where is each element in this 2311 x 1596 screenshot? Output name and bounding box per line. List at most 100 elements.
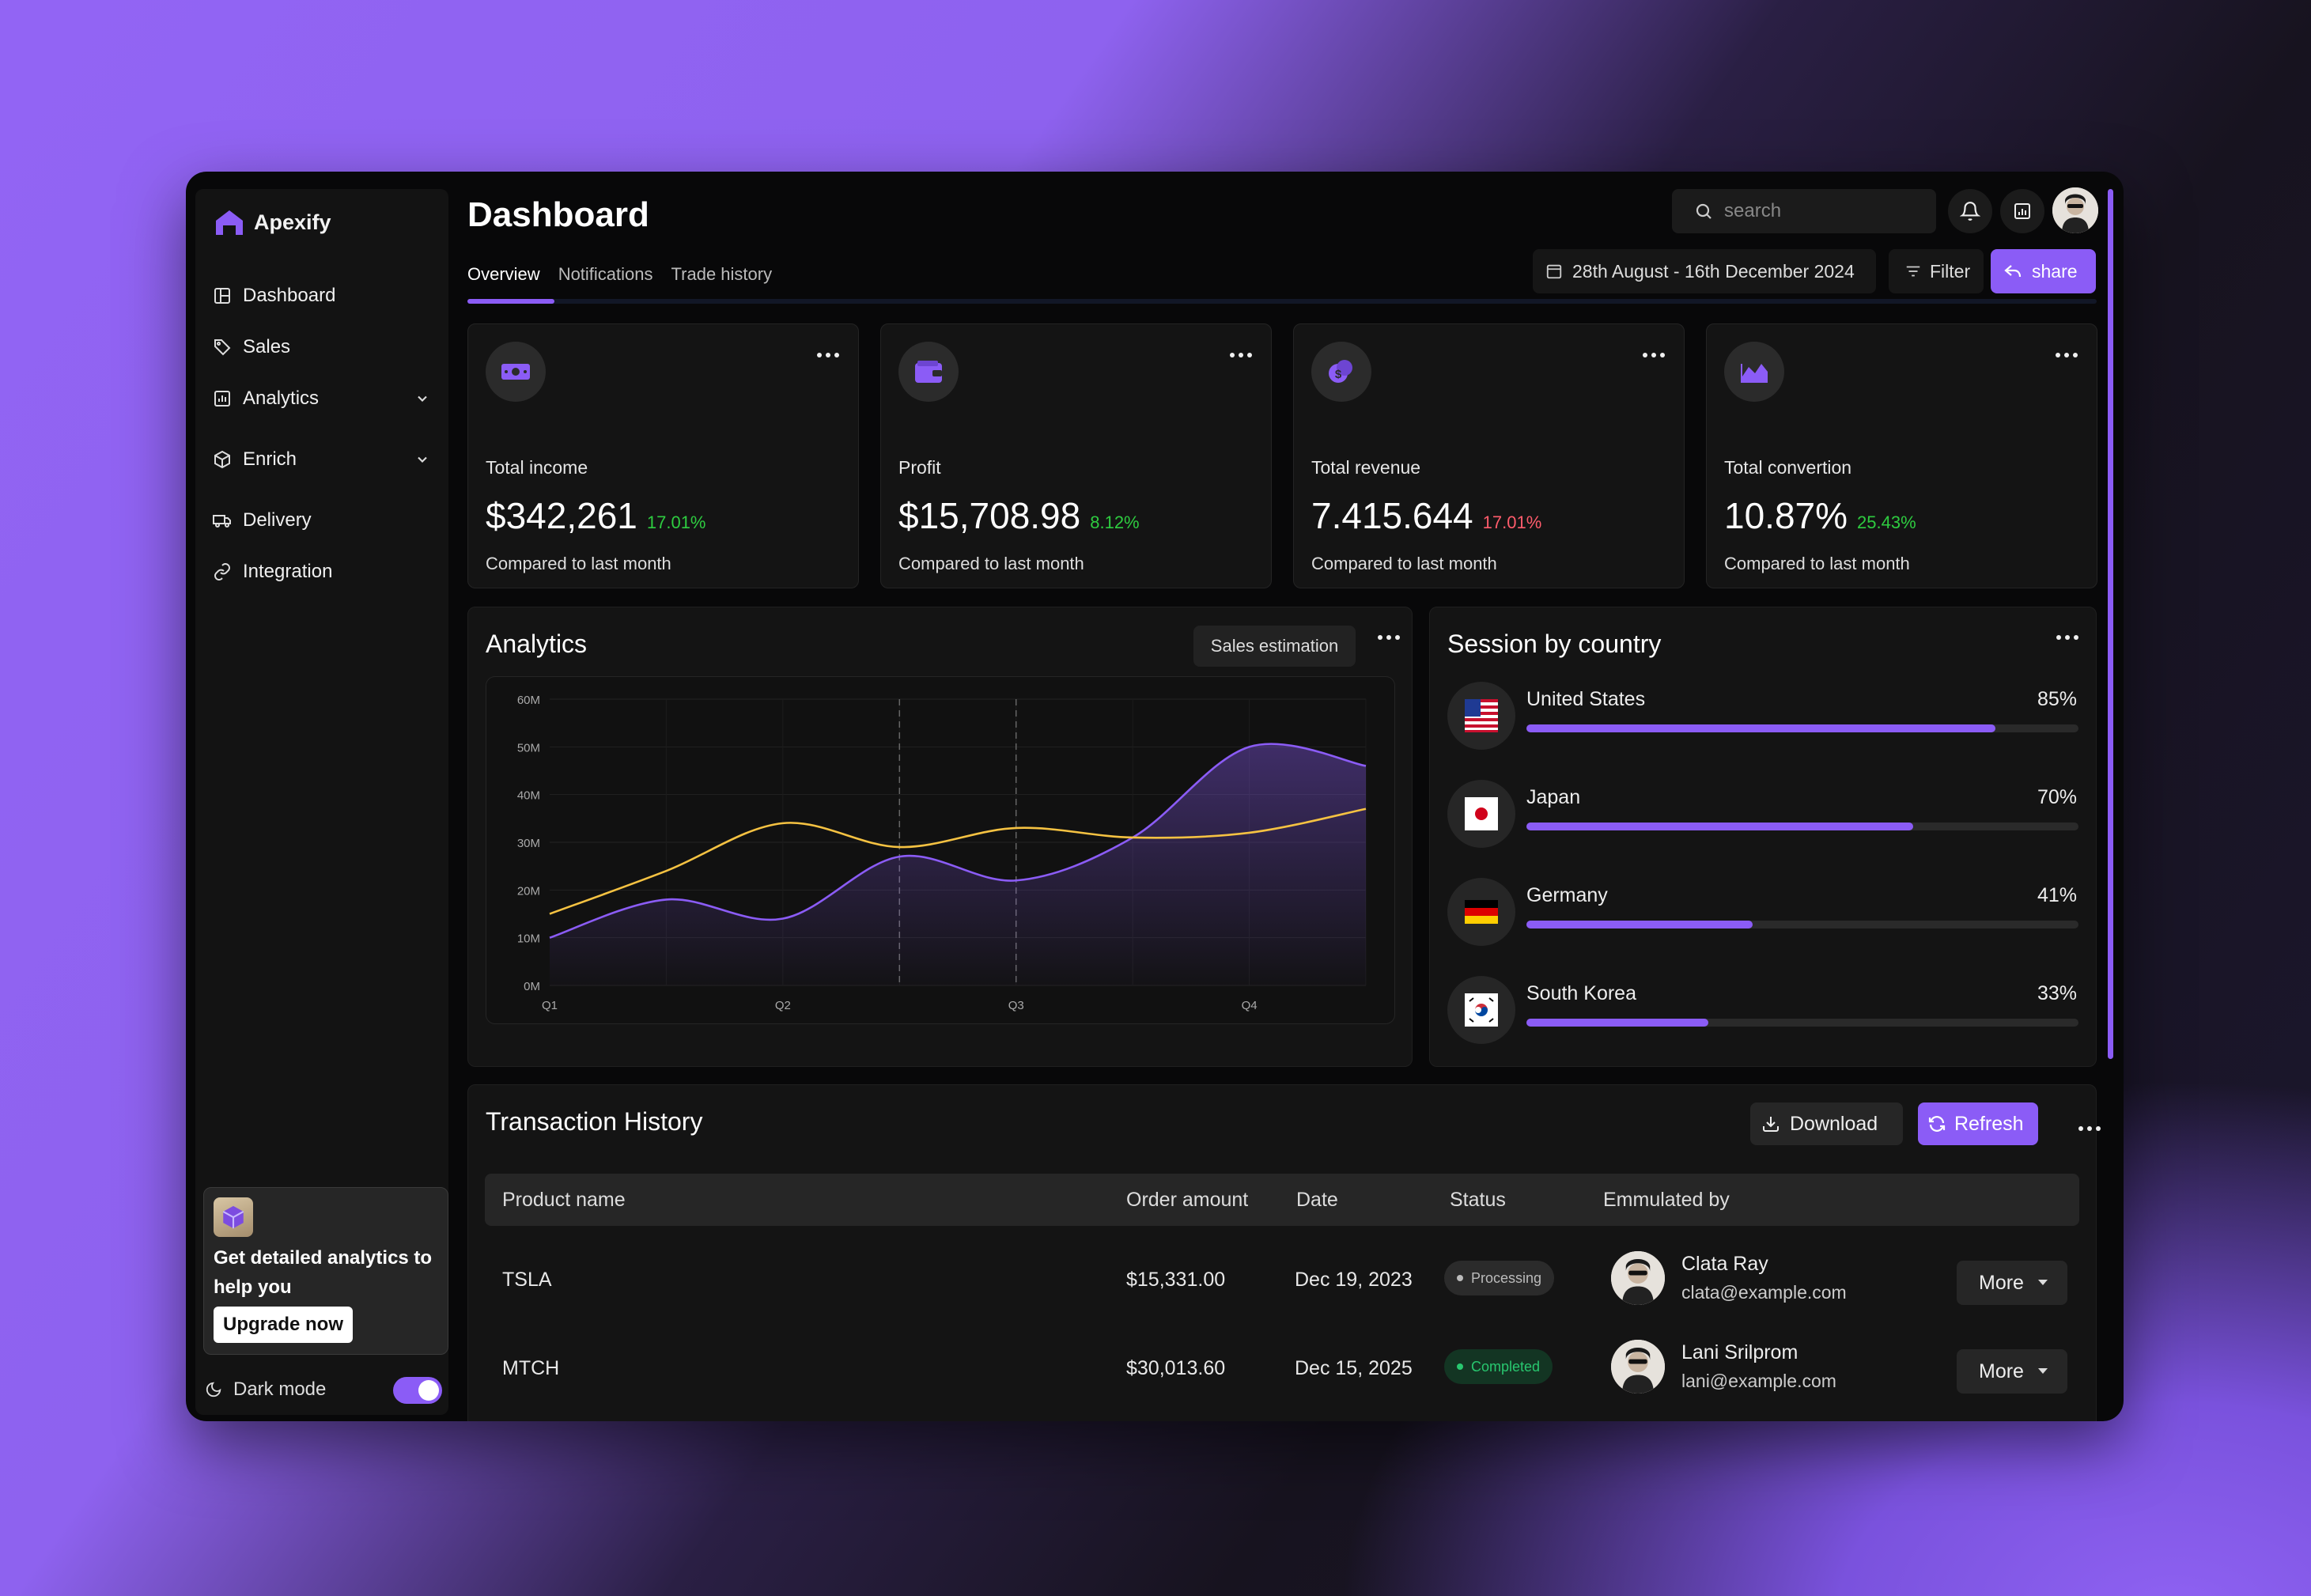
app-window: Apexify Dashboard Sales Analytics Enrich…	[186, 172, 2124, 1421]
truck-icon	[213, 514, 231, 528]
app-logo[interactable]: Apexify	[213, 206, 331, 238]
share-label: share	[2032, 260, 2078, 282]
sidebar-item-integration[interactable]: Integration	[213, 546, 438, 597]
area-chart-icon	[1724, 342, 1784, 402]
table-row[interactable]: MTCH $30,013.60 Dec 15, 2025 Completed L…	[485, 1327, 2079, 1406]
country-percent: 85%	[2037, 688, 2077, 710]
scrollbar[interactable]	[2108, 189, 2113, 1059]
order-amount: $15,331.00	[1126, 1269, 1226, 1291]
y-tick-label: 50M	[517, 741, 540, 755]
more-button[interactable]: More	[1957, 1349, 2067, 1394]
sidebar-item-dashboard[interactable]: Dashboard	[213, 270, 438, 321]
session-panel: Session by country United States 85% Jap…	[1429, 607, 2097, 1067]
sidebar-item-enrich[interactable]: Enrich	[213, 433, 438, 485]
date-range-button[interactable]: 28th August - 16th December 2024	[1533, 249, 1876, 293]
more-options-icon[interactable]	[2056, 635, 2078, 640]
column-header[interactable]: Status	[1450, 1189, 1506, 1211]
app-name: Apexify	[254, 210, 331, 234]
reports-button[interactable]	[2000, 189, 2044, 233]
y-tick-label: 20M	[517, 884, 540, 898]
yellow-series-line	[549, 807, 1367, 915]
card-change: 17.01%	[646, 512, 706, 532]
sidebar-item-label: Delivery	[243, 509, 312, 531]
card-label: Total revenue	[1311, 457, 1421, 478]
sidebar-item-delivery[interactable]: Delivery	[213, 494, 438, 546]
sales-estimation-button[interactable]: Sales estimation	[1193, 626, 1356, 667]
more-options-icon[interactable]	[2078, 1126, 2101, 1131]
column-header[interactable]: Order amount	[1126, 1189, 1249, 1211]
dark-mode-label: Dark mode	[233, 1379, 327, 1400]
more-options-icon[interactable]	[1643, 353, 1665, 357]
analytics-chart: 0M 10M 20M 30M 40M 50M 60M Q1 Q2 Q3 Q4	[486, 676, 1395, 1024]
order-date: Dec 15, 2025	[1295, 1357, 1413, 1379]
progress-track	[1526, 823, 2078, 830]
column-header[interactable]: Date	[1296, 1189, 1338, 1211]
download-label: Download	[1790, 1112, 1878, 1135]
chevron-down-icon[interactable]	[414, 452, 430, 467]
more-options-icon[interactable]	[1230, 353, 1252, 357]
coins-icon: $	[1311, 342, 1371, 402]
y-tick-label: 0M	[524, 980, 540, 993]
emulator-email: lani@example.com	[1681, 1371, 1836, 1391]
search-input[interactable]: search	[1672, 189, 1936, 233]
progress-track	[1526, 921, 2078, 928]
order-date: Dec 19, 2023	[1295, 1269, 1413, 1291]
card-label: Total convertion	[1724, 457, 1852, 478]
card-subtext: Compared to last month	[1724, 554, 1910, 573]
notifications-button[interactable]	[1948, 189, 1992, 233]
purple-series-line	[549, 743, 1367, 939]
bar-chart-icon	[214, 390, 230, 407]
filter-button[interactable]: Filter	[1889, 249, 1984, 293]
transaction-title: Transaction History	[486, 1107, 703, 1136]
purple-series-area	[550, 743, 1366, 985]
sidebar-item-analytics[interactable]: Analytics	[213, 373, 438, 424]
download-icon	[1763, 1117, 1779, 1132]
date-range-label: 28th August - 16th December 2024	[1572, 260, 1855, 282]
stat-card-income: Total income $342,261 17.01% Compared to …	[467, 323, 859, 588]
promo-text: Get detailed analytics to help you	[214, 1247, 433, 1298]
sidebar-item-sales[interactable]: Sales	[213, 321, 438, 373]
card-value: 10.87%	[1724, 495, 1848, 536]
bell-icon	[1960, 202, 1980, 221]
more-options-icon[interactable]	[1378, 635, 1400, 640]
wallet-icon	[898, 342, 959, 402]
south-korea-flag-icon	[1447, 976, 1515, 1044]
upgrade-now-button[interactable]: Upgrade now	[214, 1307, 354, 1343]
download-button[interactable]: Download	[1750, 1102, 1903, 1145]
country-name: South Korea	[1526, 982, 1636, 1004]
refresh-button[interactable]: Refresh	[1918, 1102, 2038, 1145]
tab-overview[interactable]: Overview	[467, 264, 540, 284]
avatar	[1611, 1251, 1665, 1305]
sidebar-item-label: Analytics	[243, 387, 320, 409]
sidebar: Apexify Dashboard Sales Analytics Enrich…	[195, 189, 448, 1415]
more-options-icon[interactable]	[2056, 353, 2078, 357]
card-value-row: 10.87% 25.43%	[1724, 494, 1916, 537]
column-header[interactable]: Product name	[502, 1189, 626, 1211]
more-options-icon[interactable]	[817, 353, 839, 357]
table-row[interactable]: TSLA $15,331.00 Dec 19, 2023 Processing …	[485, 1239, 2079, 1318]
sidebar-item-label: Enrich	[243, 448, 297, 470]
user-avatar[interactable]	[2052, 187, 2098, 233]
more-button[interactable]: More	[1957, 1261, 2067, 1305]
table-header: Product name Order amount Date Status Em…	[485, 1174, 2079, 1226]
card-subtext: Compared to last month	[1311, 554, 1497, 573]
progress-track	[1526, 724, 2078, 732]
calendar-icon	[1546, 264, 1562, 279]
order-amount: $30,013.60	[1126, 1357, 1226, 1379]
country-name: Germany	[1526, 884, 1608, 906]
chevron-down-icon[interactable]	[414, 391, 430, 407]
status-badge: Processing	[1444, 1261, 1555, 1295]
tab-notifications[interactable]: Notifications	[558, 264, 653, 284]
dark-mode-toggle[interactable]	[393, 1377, 442, 1404]
tab-trade-history[interactable]: Trade history	[671, 264, 773, 284]
filter-icon	[1906, 266, 1920, 277]
column-header[interactable]: Emmulated by	[1603, 1189, 1730, 1211]
chart-icon	[2014, 203, 2030, 219]
sidebar-item-label: Sales	[243, 335, 291, 357]
layout-icon	[214, 287, 230, 304]
share-button[interactable]: share	[1991, 249, 2096, 293]
y-tick-label: 40M	[517, 789, 540, 803]
country-name: United States	[1526, 688, 1646, 710]
tab-bar: Overview Notifications Trade history	[467, 264, 772, 285]
card-value-row: $342,261 17.01%	[486, 494, 706, 537]
